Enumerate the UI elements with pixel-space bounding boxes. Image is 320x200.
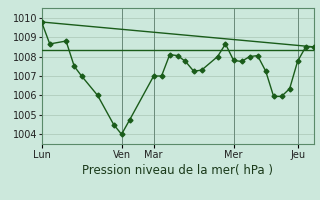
X-axis label: Pression niveau de la mer( hPa ): Pression niveau de la mer( hPa )	[82, 164, 273, 177]
